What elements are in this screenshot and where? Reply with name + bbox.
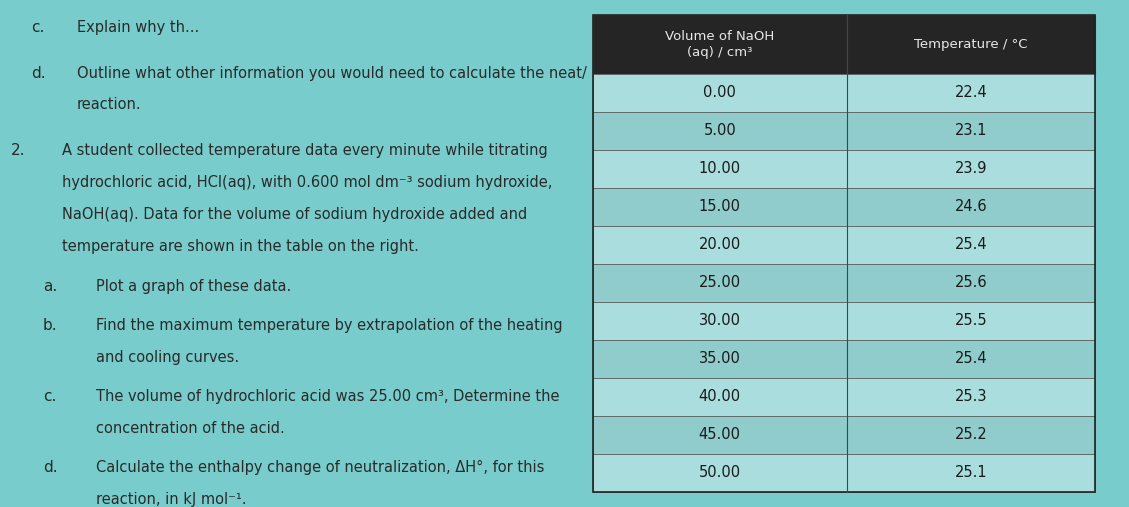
Text: Outline what other information you would need to calculate the neat/: Outline what other information you would… [77, 66, 587, 81]
FancyBboxPatch shape [593, 454, 847, 492]
Text: a.: a. [43, 279, 58, 294]
FancyBboxPatch shape [593, 74, 847, 112]
Text: 22.4: 22.4 [954, 85, 988, 100]
FancyBboxPatch shape [847, 378, 1095, 416]
FancyBboxPatch shape [593, 188, 847, 226]
Text: Temperature / °C: Temperature / °C [914, 38, 1027, 51]
FancyBboxPatch shape [847, 15, 1095, 74]
Text: concentration of the acid.: concentration of the acid. [96, 421, 285, 437]
Text: 10.00: 10.00 [699, 161, 741, 176]
Text: Plot a graph of these data.: Plot a graph of these data. [96, 279, 291, 294]
FancyBboxPatch shape [593, 302, 847, 340]
Text: Calculate the enthalpy change of neutralization, ΔH°, for this: Calculate the enthalpy change of neutral… [96, 460, 544, 476]
Text: 25.6: 25.6 [955, 275, 987, 290]
FancyBboxPatch shape [847, 74, 1095, 112]
Text: NaOH(aq). Data for the volume of sodium hydroxide added and: NaOH(aq). Data for the volume of sodium … [62, 207, 527, 222]
Text: c.: c. [43, 389, 56, 405]
FancyBboxPatch shape [593, 264, 847, 302]
Text: A student collected temperature data every minute while titrating: A student collected temperature data eve… [62, 143, 548, 158]
Text: Find the maximum temperature by extrapolation of the heating: Find the maximum temperature by extrapol… [96, 318, 562, 333]
Text: d.: d. [43, 460, 58, 476]
Text: 5.00: 5.00 [703, 123, 736, 138]
Text: b.: b. [43, 318, 58, 333]
Text: Volume of NaOH
(aq) / cm³: Volume of NaOH (aq) / cm³ [665, 30, 774, 59]
Text: 23.1: 23.1 [955, 123, 987, 138]
Text: 15.00: 15.00 [699, 199, 741, 214]
FancyBboxPatch shape [593, 112, 847, 150]
FancyBboxPatch shape [593, 416, 847, 454]
Text: 23.9: 23.9 [955, 161, 987, 176]
Text: reaction, in kJ mol⁻¹.: reaction, in kJ mol⁻¹. [96, 492, 246, 507]
FancyBboxPatch shape [593, 150, 847, 188]
Text: The volume of hydrochloric acid was 25.00 cm³, Determine the: The volume of hydrochloric acid was 25.0… [96, 389, 560, 405]
FancyBboxPatch shape [847, 150, 1095, 188]
FancyBboxPatch shape [847, 188, 1095, 226]
FancyBboxPatch shape [847, 416, 1095, 454]
Text: 35.00: 35.00 [699, 351, 741, 366]
Text: d.: d. [32, 66, 46, 81]
Text: 40.00: 40.00 [699, 389, 741, 404]
FancyBboxPatch shape [847, 264, 1095, 302]
Text: 25.1: 25.1 [955, 465, 987, 480]
Text: 25.4: 25.4 [955, 351, 987, 366]
FancyBboxPatch shape [593, 340, 847, 378]
Text: 25.3: 25.3 [955, 389, 987, 404]
Text: hydrochloric acid, HCl(aq), with 0.600 mol dm⁻³ sodium hydroxide,: hydrochloric acid, HCl(aq), with 0.600 m… [62, 175, 552, 190]
Text: 25.00: 25.00 [699, 275, 741, 290]
FancyBboxPatch shape [593, 378, 847, 416]
FancyBboxPatch shape [847, 112, 1095, 150]
Text: and cooling curves.: and cooling curves. [96, 350, 239, 365]
Text: temperature are shown in the table on the right.: temperature are shown in the table on th… [62, 239, 419, 254]
Text: 24.6: 24.6 [955, 199, 987, 214]
Text: 30.00: 30.00 [699, 313, 741, 328]
Text: 25.2: 25.2 [954, 427, 988, 442]
Text: c.: c. [32, 20, 45, 35]
FancyBboxPatch shape [593, 15, 847, 74]
Text: 50.00: 50.00 [699, 465, 741, 480]
Text: reaction.: reaction. [77, 97, 141, 113]
Text: 20.00: 20.00 [699, 237, 741, 252]
FancyBboxPatch shape [847, 454, 1095, 492]
FancyBboxPatch shape [847, 226, 1095, 264]
Text: 45.00: 45.00 [699, 427, 741, 442]
FancyBboxPatch shape [593, 226, 847, 264]
Text: 2.: 2. [11, 143, 26, 158]
Text: 25.4: 25.4 [955, 237, 987, 252]
FancyBboxPatch shape [847, 340, 1095, 378]
FancyBboxPatch shape [847, 302, 1095, 340]
Text: 0.00: 0.00 [703, 85, 736, 100]
Text: Explain why th...: Explain why th... [77, 20, 199, 35]
Text: 25.5: 25.5 [955, 313, 987, 328]
